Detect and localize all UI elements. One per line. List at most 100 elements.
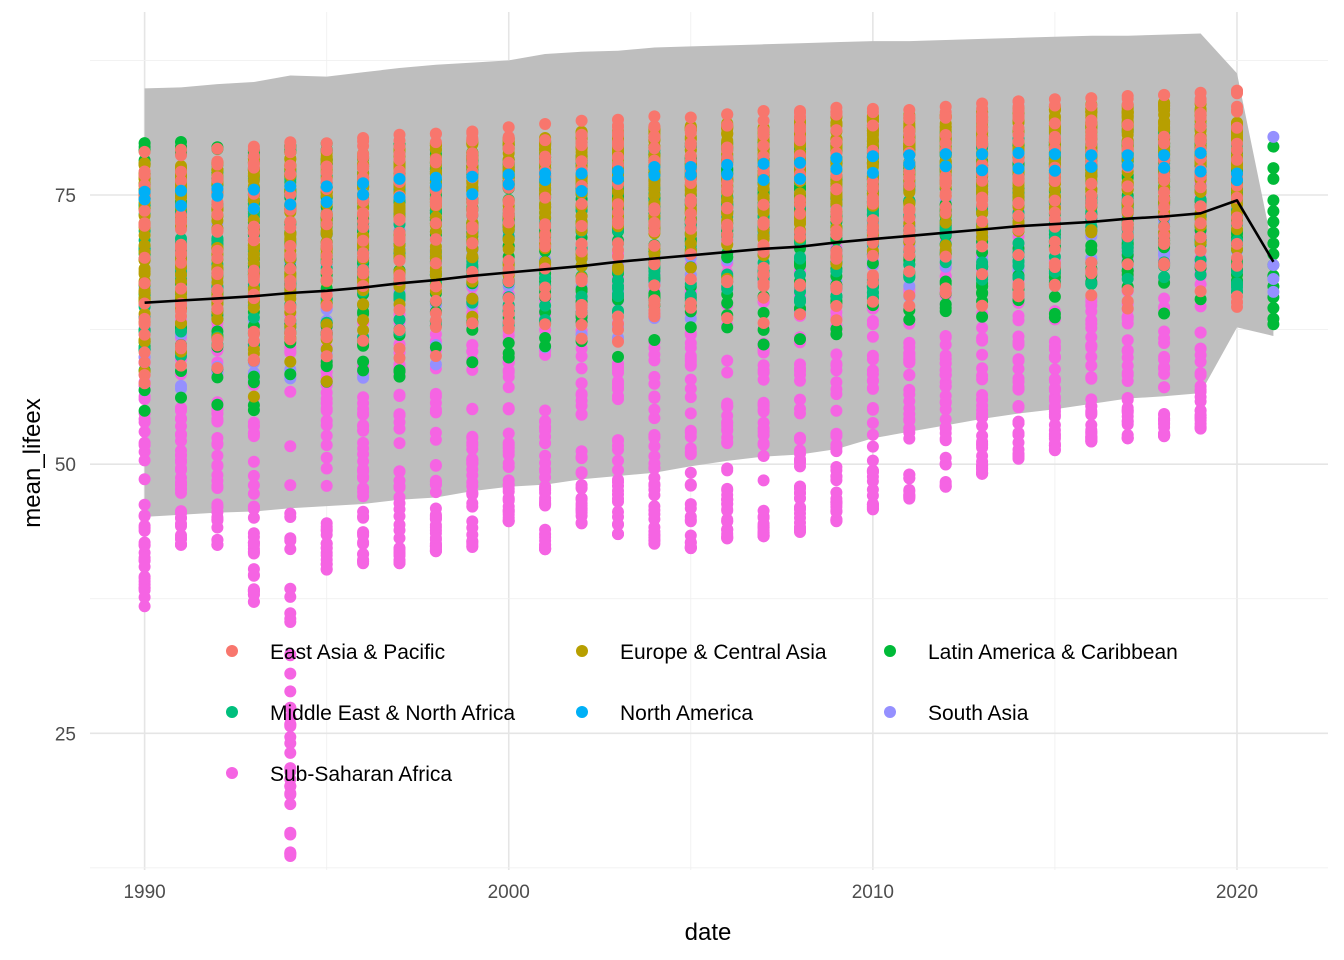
point-sub-saharan-africa: [320, 558, 333, 571]
point-east-asia-pacific: [939, 100, 952, 113]
point-sub-saharan-africa: [648, 508, 661, 521]
point-latin-america-caribbean: [1048, 307, 1061, 320]
point-sub-saharan-africa: [284, 685, 297, 698]
point-east-asia-pacific: [684, 273, 697, 286]
point-sub-saharan-africa: [1085, 350, 1098, 363]
point-sub-saharan-africa: [247, 527, 260, 540]
point-east-asia-pacific: [939, 110, 952, 122]
point-east-asia-pacific: [393, 324, 406, 336]
point-east-asia-pacific: [502, 156, 515, 169]
point-east-asia-pacific: [320, 208, 333, 221]
point-east-asia-pacific: [502, 292, 515, 305]
point-sub-saharan-africa: [1158, 409, 1171, 422]
point-east-asia-pacific: [1012, 122, 1025, 135]
point-east-asia-pacific: [757, 129, 770, 142]
point-sub-saharan-africa: [684, 391, 697, 404]
point-sub-saharan-africa: [393, 422, 406, 435]
point-sub-saharan-africa: [684, 466, 697, 479]
point-sub-saharan-africa: [175, 505, 187, 518]
point-sub-saharan-africa: [939, 432, 952, 445]
point-east-asia-pacific: [648, 304, 661, 317]
point-east-asia-pacific: [138, 377, 151, 390]
point-sub-saharan-africa: [830, 514, 843, 527]
point-sub-saharan-africa: [757, 429, 770, 442]
point-sub-saharan-africa: [866, 454, 879, 467]
point-sub-saharan-africa: [648, 440, 661, 453]
point-sub-saharan-africa: [1158, 421, 1171, 434]
point-sub-saharan-africa: [866, 440, 879, 453]
point-sub-saharan-africa: [466, 338, 479, 351]
point-east-asia-pacific: [211, 266, 224, 279]
point-east-asia-pacific: [393, 342, 406, 355]
point-east-asia-pacific: [466, 237, 479, 250]
point-sub-saharan-africa: [247, 588, 260, 601]
point-sub-saharan-africa: [320, 451, 333, 464]
point-sub-saharan-africa: [502, 457, 515, 470]
point-sub-saharan-africa: [284, 847, 297, 860]
point-sub-saharan-africa: [284, 543, 297, 556]
point-east-asia-pacific: [502, 196, 515, 209]
point-east-asia-pacific: [721, 218, 734, 231]
point-east-asia-pacific: [1012, 197, 1025, 210]
point-latin-america-caribbean: [1158, 307, 1171, 320]
point-sub-saharan-africa: [939, 403, 952, 416]
point-europe-central-asia: [320, 375, 333, 388]
point-sub-saharan-africa: [211, 432, 224, 444]
point-latin-america-caribbean: [138, 404, 151, 417]
point-sub-saharan-africa: [830, 404, 843, 417]
point-east-asia-pacific: [939, 137, 952, 150]
point-middle-east-north-africa: [794, 295, 806, 308]
point-sub-saharan-africa: [903, 414, 916, 427]
point-sub-saharan-africa: [866, 489, 879, 502]
point-east-asia-pacific: [466, 196, 479, 209]
point-east-asia-pacific: [794, 207, 806, 220]
point-sub-saharan-africa: [502, 494, 515, 507]
point-europe-central-asia: [320, 228, 333, 241]
point-latin-america-caribbean: [539, 332, 552, 344]
point-europe-central-asia: [247, 252, 260, 265]
point-east-asia-pacific: [757, 216, 770, 229]
point-sub-saharan-africa: [721, 462, 734, 475]
point-sub-saharan-africa: [466, 480, 479, 493]
point-east-asia-pacific: [175, 209, 187, 222]
point-sub-saharan-africa: [1048, 443, 1061, 456]
point-sub-saharan-africa: [830, 496, 843, 509]
point-europe-central-asia: [502, 233, 515, 246]
point-sub-saharan-africa: [612, 439, 624, 452]
point-sub-saharan-africa: [175, 454, 187, 466]
point-europe-central-asia: [466, 292, 479, 305]
point-sub-saharan-africa: [138, 393, 151, 406]
point-east-asia-pacific: [648, 142, 661, 155]
point-sub-saharan-africa: [794, 444, 806, 457]
point-sub-saharan-africa: [612, 464, 624, 477]
point-sub-saharan-africa: [357, 391, 370, 404]
point-sub-saharan-africa: [903, 471, 916, 484]
point-sub-saharan-africa: [247, 511, 260, 524]
point-sub-saharan-africa: [866, 464, 879, 477]
point-sub-saharan-africa: [721, 435, 734, 448]
point-sub-saharan-africa: [866, 417, 879, 429]
point-sub-saharan-africa: [1194, 349, 1207, 362]
point-sub-saharan-africa: [575, 399, 588, 412]
point-sub-saharan-africa: [794, 433, 806, 446]
point-east-asia-pacific: [794, 194, 806, 207]
point-latin-america-caribbean: [721, 321, 734, 334]
point-europe-central-asia: [684, 261, 697, 274]
point-sub-saharan-africa: [684, 479, 697, 492]
point-east-asia-pacific: [866, 295, 879, 308]
point-latin-america-caribbean: [648, 334, 661, 346]
point-sub-saharan-africa: [138, 498, 151, 511]
point-east-asia-pacific: [247, 220, 260, 233]
point-sub-saharan-africa: [539, 523, 552, 536]
point-latin-america-caribbean: [1085, 244, 1098, 257]
point-east-asia-pacific: [284, 240, 297, 252]
point-europe-central-asia: [976, 207, 989, 220]
point-sub-saharan-africa: [357, 436, 370, 449]
point-middle-east-north-africa: [1121, 272, 1134, 285]
point-sub-saharan-africa: [794, 460, 806, 473]
point-sub-saharan-africa: [502, 474, 515, 487]
point-sub-saharan-africa: [1012, 375, 1025, 388]
point-east-asia-pacific: [684, 222, 697, 235]
point-east-asia-pacific: [429, 196, 442, 208]
point-middle-east-north-africa: [612, 280, 624, 292]
